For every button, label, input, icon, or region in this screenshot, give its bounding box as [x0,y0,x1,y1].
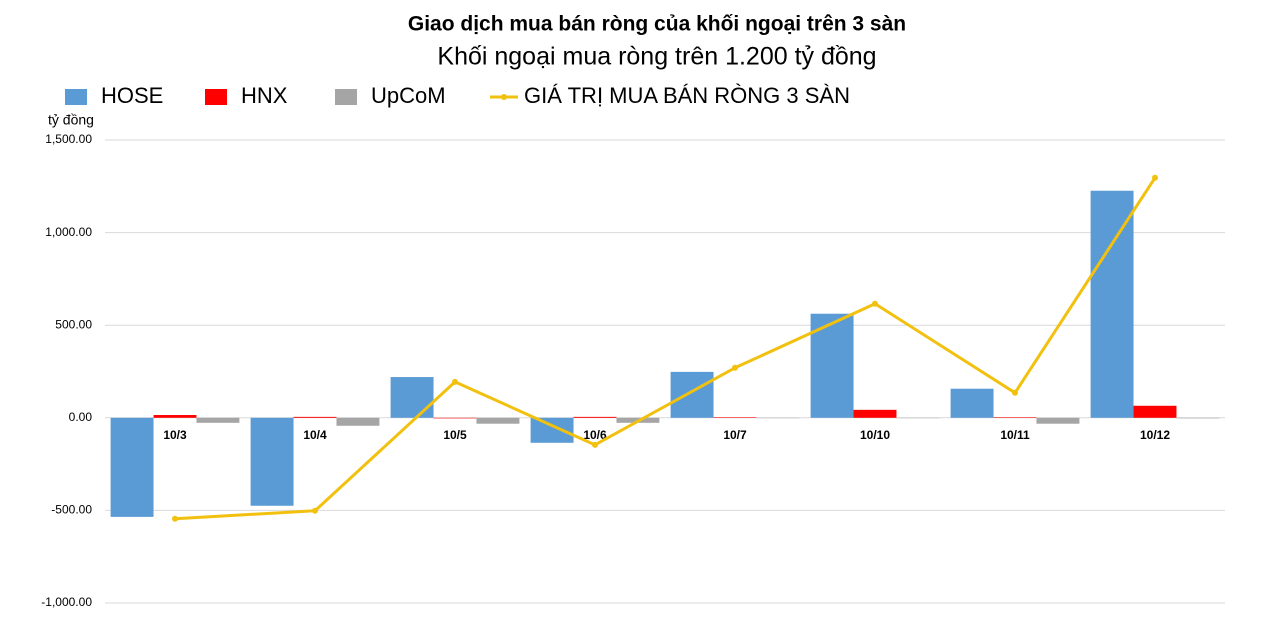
line [174,176,1157,521]
line-marker [452,378,458,385]
y-tick-label: -1,000.00 [41,595,92,609]
chart-subtitle: Khối ngoại mua ròng trên 1.200 tỷ đồng [437,43,876,71]
bar [853,409,897,418]
legend-swatch [335,89,357,105]
x-tick-label: 10/4 [303,428,327,442]
x-tick-label: 10/7 [723,428,747,442]
y-axis-label: tỷ đồng [48,112,94,128]
x-tick-label: 10/6 [583,428,607,442]
legend-label: HNX [241,83,288,108]
line-marker [1152,174,1158,181]
bar [1036,417,1080,424]
bar [336,417,380,426]
y-tick-label: 1,000.00 [45,225,92,239]
legend-marker [501,94,507,100]
line-marker [732,364,738,371]
line-marker [172,515,178,522]
x-tick-label: 10/5 [443,428,467,442]
line-marker [872,300,878,307]
line-marker [312,507,318,514]
bar [670,371,714,418]
legend-swatch [205,89,227,105]
bar [153,415,197,418]
bar [950,388,994,418]
x-tick-label: 10/12 [1140,428,1170,442]
legend-label: GIÁ TRỊ MUA BÁN RÒNG 3 SÀN [524,83,850,108]
bar [1090,190,1134,418]
bar [993,417,1037,418]
legend-label: HOSE [101,83,163,108]
line-marker [1012,389,1018,396]
bar [110,417,154,517]
bar [1176,417,1220,419]
y-tick-label: 1,500.00 [45,132,92,146]
x-tick-label: 10/10 [860,428,890,442]
y-tick-label: 500.00 [55,317,92,331]
line-marker [592,441,598,448]
bar [1133,405,1177,418]
y-tick-label: -500.00 [51,503,92,517]
bar [476,417,520,424]
bar [573,416,617,418]
chart-title: Giao dịch mua bán ròng của khối ngoại tr… [408,13,906,36]
bar [433,417,477,419]
legend-label: UpCoM [371,83,446,108]
bar [196,417,240,423]
legend-swatch [65,89,87,105]
y-tick-label: 0.00 [69,410,93,424]
bar [713,417,757,418]
x-tick-label: 10/11 [1000,428,1030,442]
bar [530,417,574,443]
x-tick-label: 10/3 [163,428,187,442]
bar [250,417,294,506]
bar [390,377,434,418]
bar [293,416,337,418]
